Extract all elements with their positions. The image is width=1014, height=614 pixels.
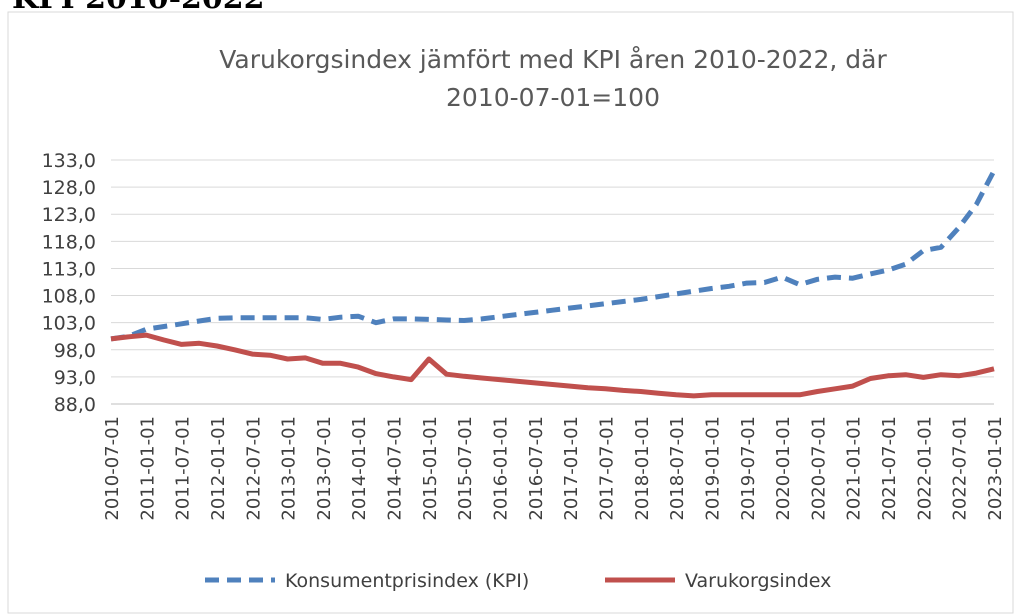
y-tick-label: 113,0	[42, 258, 96, 280]
y-tick-label: 133,0	[42, 150, 96, 172]
x-tick-label: 2020-07-01	[808, 416, 829, 521]
x-tick-label: 2015-07-01	[455, 416, 476, 521]
x-tick-label: 2016-01-01	[491, 416, 512, 521]
y-tick-label: 88,0	[54, 394, 96, 416]
x-tick-label: 2019-01-01	[702, 416, 723, 521]
series-line	[110, 332, 995, 399]
x-tick-label: 2017-07-01	[596, 416, 617, 521]
y-tick-label: 118,0	[42, 231, 96, 253]
legend-label: Konsumentprisindex (KPI)	[285, 570, 529, 592]
x-tick-label: 2021-07-01	[879, 416, 900, 521]
x-tick-label: 2016-07-01	[526, 416, 547, 521]
x-tick-label: 2015-01-01	[420, 416, 441, 521]
y-tick-label: 93,0	[54, 367, 96, 389]
x-tick-label: 2018-01-01	[632, 416, 653, 521]
x-tick-label: 2017-01-01	[561, 416, 582, 521]
chart-frame	[7, 11, 1014, 614]
x-tick-label: 2013-01-01	[279, 416, 300, 521]
y-tick-label: 108,0	[42, 286, 96, 308]
legend-label: Varukorgsindex	[685, 570, 831, 592]
y-tick-label: 123,0	[42, 204, 96, 226]
x-tick-label: 2019-07-01	[738, 416, 759, 521]
x-tick-label: 2010-07-01	[102, 416, 123, 521]
x-tick-label: 2014-07-01	[385, 416, 406, 521]
x-tick-label: 2013-07-01	[314, 416, 335, 521]
x-tick-label: 2023-01-01	[985, 416, 1006, 521]
x-tick-label: 2011-07-01	[173, 416, 194, 521]
x-tick-label: 2022-07-01	[950, 416, 971, 521]
x-tick-label: 2021-01-01	[844, 416, 865, 521]
x-tick-label: 2018-07-01	[667, 416, 688, 521]
x-tick-label: 2012-01-01	[208, 416, 229, 521]
x-tick-label: 2022-01-01	[914, 416, 935, 521]
y-tick-label: 98,0	[54, 340, 96, 362]
chart-title: Varukorgsindex jämfört med KPI åren 2010…	[219, 45, 887, 112]
y-tick-label: 128,0	[42, 177, 96, 199]
y-tick-label: 103,0	[42, 313, 96, 335]
x-tick-label: 2020-01-01	[773, 416, 794, 521]
x-tick-label: 2011-01-01	[137, 416, 158, 521]
x-tick-label: 2012-07-01	[243, 416, 264, 521]
page-heading: KPI 2010-2022	[12, 0, 265, 16]
x-tick-label: 2014-01-01	[349, 416, 370, 521]
series-line	[110, 169, 997, 342]
